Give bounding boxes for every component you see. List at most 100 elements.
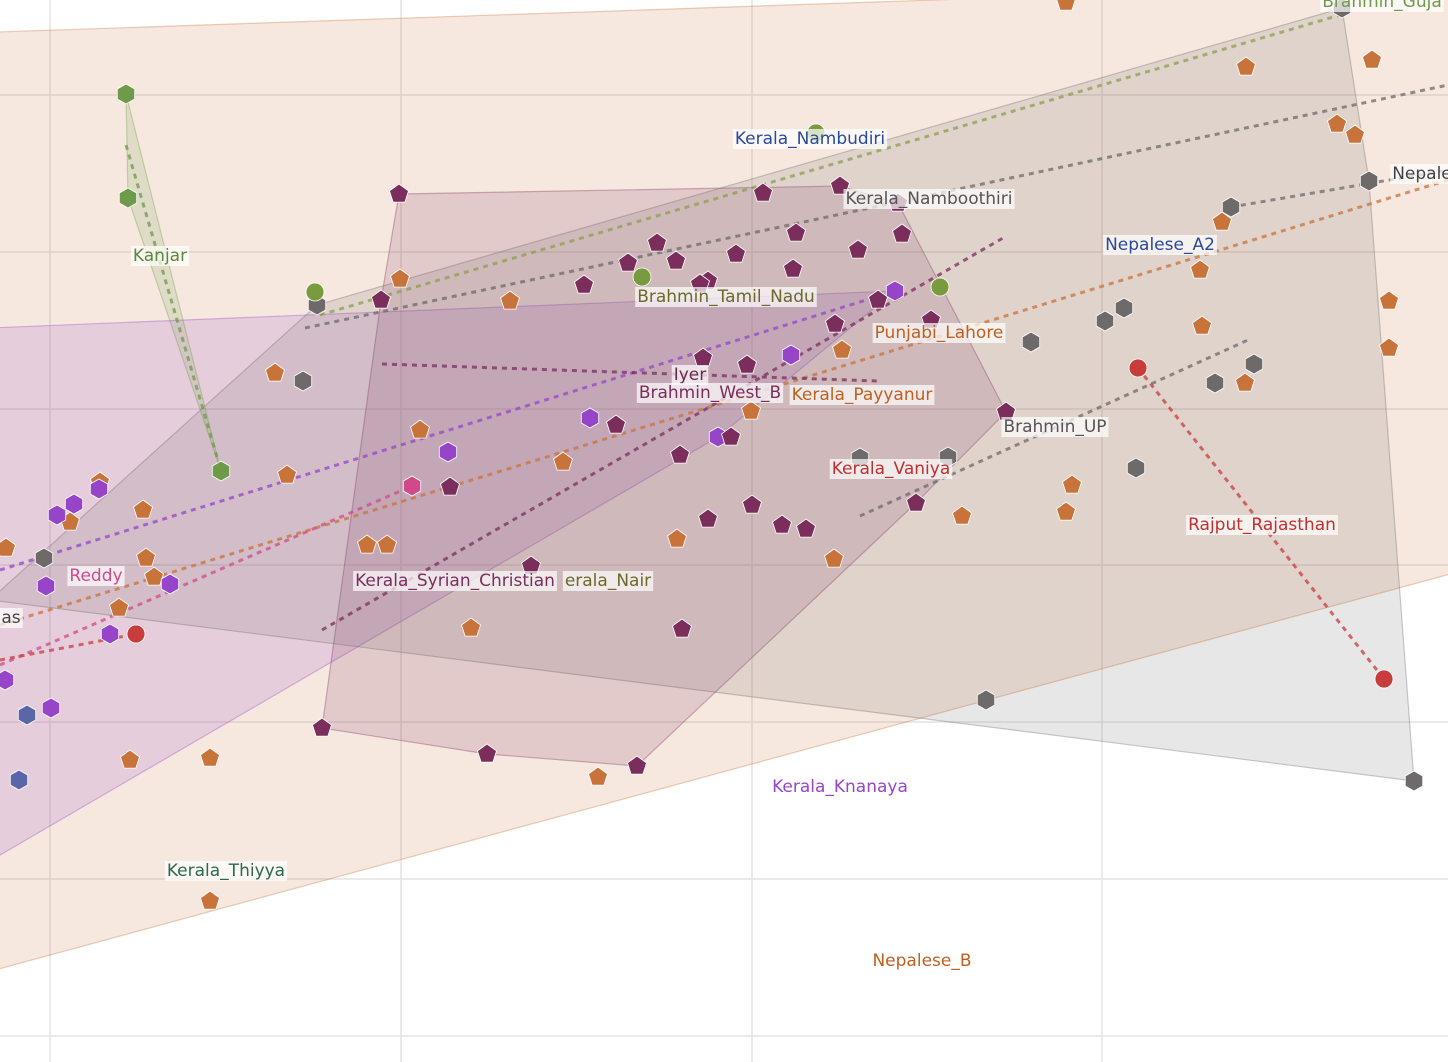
annotation-bg: [770, 777, 910, 797]
point: [402, 475, 422, 497]
point: [1236, 56, 1256, 76]
point: [781, 344, 801, 366]
point: [1190, 259, 1210, 279]
point: [64, 493, 84, 515]
point: [126, 624, 146, 644]
point: [698, 508, 718, 528]
dashed-link: [124, 144, 223, 472]
annotation-bg: [671, 365, 709, 385]
dashed-link: [0, 289, 896, 572]
dashed-link: [381, 362, 879, 383]
point: [438, 441, 458, 463]
annotation-bg: [1186, 515, 1338, 535]
annotation-label: Iyer: [674, 365, 707, 385]
annotation-label: Brahmin_West_B: [639, 383, 781, 403]
point: [305, 282, 325, 302]
point: [1235, 372, 1255, 392]
point: [116, 83, 136, 105]
annotation: Brahmin_West_B: [636, 383, 784, 403]
point: [34, 547, 54, 569]
point: [1362, 49, 1382, 69]
annotation-bg: [0, 608, 23, 628]
point: [885, 280, 905, 302]
point: [211, 460, 231, 482]
point: [293, 370, 313, 392]
point: [892, 223, 912, 243]
point: [1327, 113, 1347, 133]
point: [741, 400, 761, 420]
point: [100, 623, 120, 645]
annotation-label: Kerala_Knanaya: [772, 777, 908, 797]
annotation-label: Reddy: [69, 566, 122, 586]
point: [1114, 297, 1134, 319]
annotation: Brahmin_Guja: [1320, 0, 1444, 12]
annotation: Brahmin_UP: [1001, 417, 1109, 437]
point: [632, 267, 652, 287]
annotation-bg: [1103, 235, 1217, 255]
point: [772, 514, 792, 534]
point: [9, 769, 29, 791]
annotation: Kerala_Knanaya: [770, 777, 910, 797]
point: [0, 669, 15, 691]
annotation: Kerala_Syrian_Christian: [353, 571, 557, 591]
annotation-bg: [872, 323, 1006, 343]
annotation-label: Nepalese_A2: [1105, 235, 1215, 255]
point: [721, 426, 741, 446]
annotation-label: Brahmin_Tamil_Nadu: [637, 287, 815, 307]
annotation: Kerala_Thiyya: [164, 861, 288, 881]
point: [783, 258, 803, 278]
point: [647, 232, 667, 252]
point: [952, 505, 972, 525]
point: [120, 749, 140, 769]
annotation-bg: [1390, 164, 1448, 184]
point: [477, 743, 497, 763]
point: [574, 274, 594, 294]
annotation-label: Nepalese_B: [872, 951, 971, 971]
point: [588, 766, 608, 786]
annotation-label: Kerala_Namboothiri: [846, 189, 1013, 209]
point: [753, 182, 773, 202]
annotation-label: Brahmin_Guja: [1322, 0, 1442, 12]
point: [1095, 310, 1115, 332]
annotation-label: Kerala_Nambudiri: [735, 129, 885, 149]
annotation: Punjabi_Lahore: [872, 323, 1006, 343]
dashed-link: [0, 632, 137, 662]
annotation-bg: [829, 459, 953, 479]
point: [1056, 501, 1076, 521]
point: [742, 494, 762, 514]
annotation: Reddy: [67, 566, 125, 586]
point: [1221, 196, 1241, 218]
point: [627, 755, 647, 775]
annotation-bg: [1001, 417, 1109, 437]
point: [1212, 211, 1232, 231]
annotation-label: Brahmin_UP: [1003, 417, 1106, 437]
point: [906, 492, 926, 512]
annotation-bg: [67, 566, 125, 586]
annotation-bg: [1320, 0, 1444, 12]
group-hull: [0, 0, 1448, 970]
point: [606, 414, 626, 434]
annotation-label: erala_Nair: [565, 571, 651, 591]
annotation-bg: [843, 189, 1015, 209]
point: [848, 239, 868, 259]
point: [825, 313, 845, 333]
annotation: as: [0, 608, 23, 628]
point: [930, 277, 950, 297]
point: [389, 183, 409, 203]
point: [786, 222, 806, 242]
annotation-bg: [636, 383, 784, 403]
annotation-label: Rajput_Rajasthan: [1188, 515, 1336, 535]
annotation-label: Nepale: [1392, 164, 1448, 184]
point: [737, 354, 757, 374]
point: [976, 689, 996, 711]
annotation: Kerala_Payyanur: [789, 385, 935, 405]
point: [133, 499, 153, 519]
point: [89, 478, 109, 500]
point: [1359, 170, 1379, 192]
point: [553, 451, 573, 471]
annotation: Kerala_Namboothiri: [843, 189, 1015, 209]
annotation-bg: [789, 385, 935, 405]
annotation-label: Punjabi_Lahore: [875, 323, 1004, 343]
